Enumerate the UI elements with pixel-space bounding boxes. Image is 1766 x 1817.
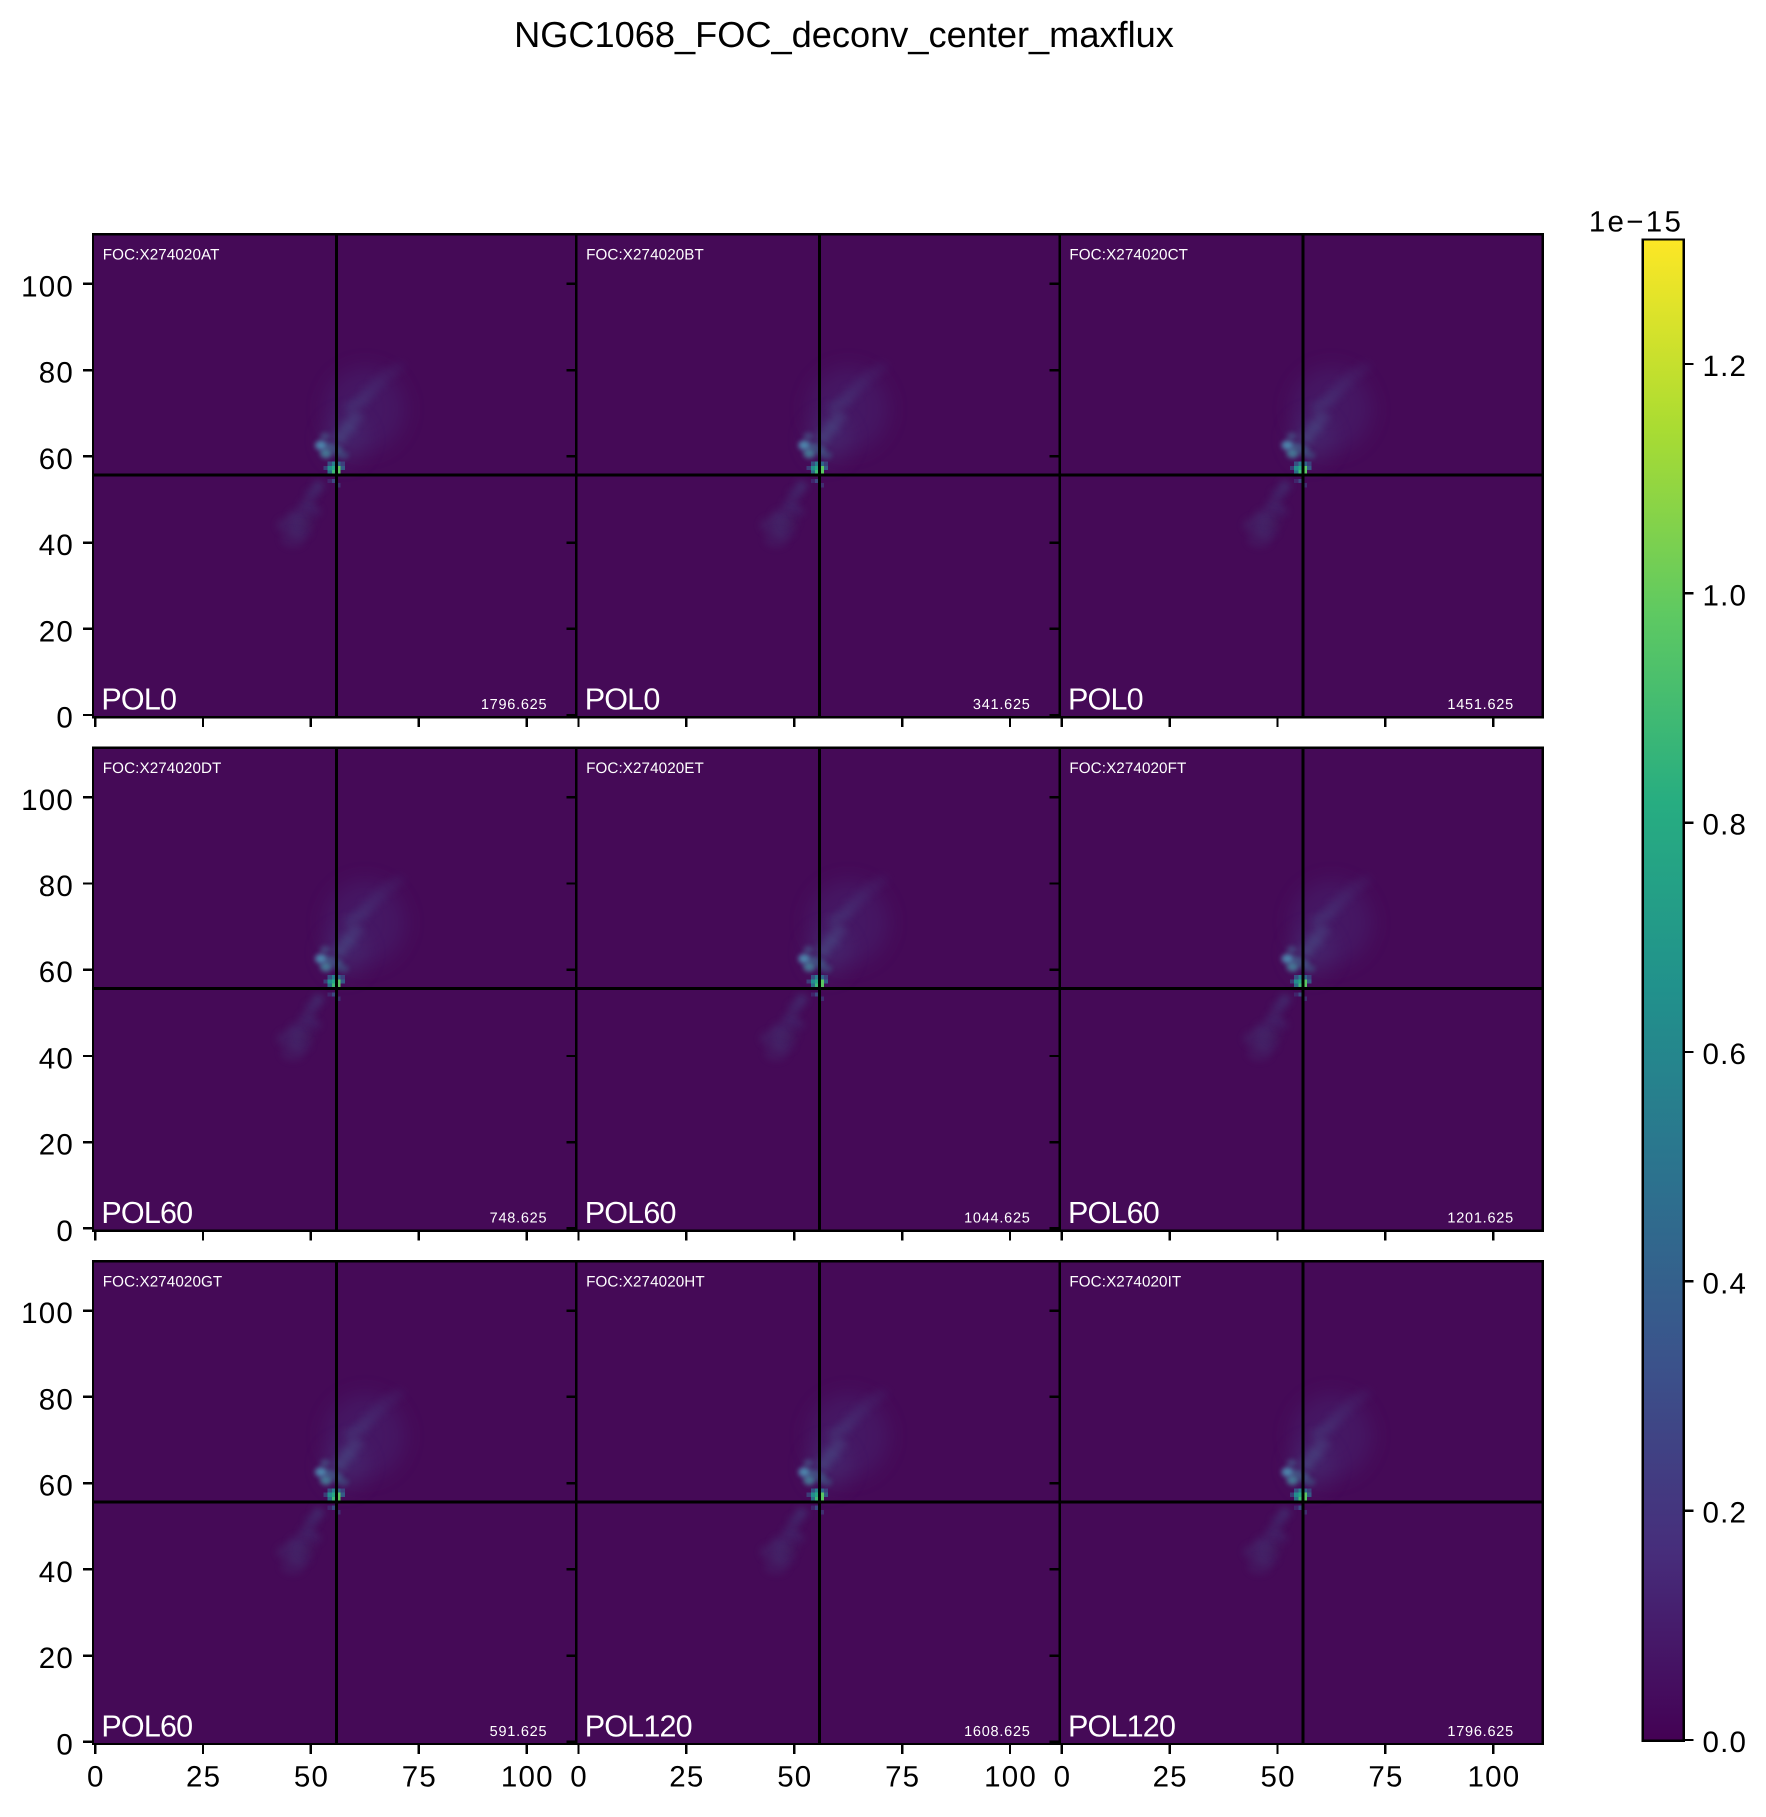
- svg-text:0.2: 0.2: [1703, 1497, 1748, 1530]
- svg-text:80: 80: [39, 1383, 74, 1416]
- svg-text:0: 0: [1054, 1760, 1072, 1793]
- svg-text:75: 75: [402, 1760, 437, 1793]
- svg-text:0: 0: [87, 1760, 105, 1793]
- svg-text:FOC:X274020BT: FOC:X274020BT: [586, 247, 704, 264]
- svg-text:75: 75: [1368, 1760, 1403, 1793]
- svg-text:100: 100: [21, 1297, 74, 1330]
- svg-text:25: 25: [669, 1760, 704, 1793]
- svg-text:POL60: POL60: [585, 1196, 676, 1230]
- svg-text:POL60: POL60: [101, 1196, 192, 1230]
- svg-text:POL120: POL120: [585, 1709, 692, 1743]
- svg-text:0: 0: [56, 1215, 74, 1248]
- svg-text:40: 40: [39, 1556, 74, 1589]
- svg-text:POL120: POL120: [1068, 1709, 1175, 1743]
- svg-text:POL60: POL60: [1068, 1196, 1159, 1230]
- svg-text:50: 50: [777, 1760, 812, 1793]
- svg-text:1e−15: 1e−15: [1589, 206, 1683, 239]
- svg-text:40: 40: [39, 529, 74, 562]
- svg-text:748.625: 748.625: [490, 1211, 548, 1227]
- svg-text:60: 60: [39, 956, 74, 989]
- svg-text:1044.625: 1044.625: [964, 1211, 1030, 1227]
- svg-text:0.6: 0.6: [1703, 1038, 1748, 1071]
- svg-text:20: 20: [39, 1642, 74, 1675]
- svg-text:FOC:X274020GT: FOC:X274020GT: [103, 1273, 222, 1290]
- svg-text:0.4: 0.4: [1703, 1267, 1748, 1300]
- svg-text:20: 20: [39, 1129, 74, 1162]
- svg-text:0: 0: [56, 1728, 74, 1761]
- svg-text:1451.625: 1451.625: [1447, 697, 1513, 713]
- svg-text:POL0: POL0: [101, 683, 176, 717]
- svg-text:1796.625: 1796.625: [481, 697, 547, 713]
- svg-text:80: 80: [39, 357, 74, 390]
- svg-text:1.2: 1.2: [1703, 350, 1748, 383]
- svg-text:25: 25: [186, 1760, 221, 1793]
- svg-text:FOC:X274020HT: FOC:X274020HT: [586, 1273, 705, 1290]
- svg-text:FOC:X274020IT: FOC:X274020IT: [1069, 1273, 1181, 1290]
- svg-text:POL60: POL60: [101, 1709, 192, 1743]
- svg-text:1796.625: 1796.625: [1447, 1724, 1513, 1740]
- svg-text:591.625: 591.625: [490, 1724, 548, 1740]
- svg-text:FOC:X274020ET: FOC:X274020ET: [586, 760, 704, 777]
- svg-text:NGC1068_FOC_deconv_center_maxf: NGC1068_FOC_deconv_center_maxflux: [514, 14, 1174, 55]
- svg-text:POL0: POL0: [1068, 683, 1143, 717]
- svg-text:25: 25: [1153, 1760, 1188, 1793]
- svg-text:75: 75: [885, 1760, 920, 1793]
- svg-text:100: 100: [984, 1760, 1037, 1793]
- svg-text:40: 40: [39, 1043, 74, 1076]
- svg-text:0: 0: [570, 1760, 588, 1793]
- svg-text:50: 50: [294, 1760, 329, 1793]
- svg-text:341.625: 341.625: [973, 697, 1031, 713]
- svg-text:FOC:X274020CT: FOC:X274020CT: [1069, 247, 1188, 264]
- svg-text:20: 20: [39, 615, 74, 648]
- svg-text:0: 0: [56, 702, 74, 735]
- svg-text:FOC:X274020AT: FOC:X274020AT: [103, 247, 220, 264]
- svg-text:60: 60: [39, 443, 74, 476]
- svg-text:50: 50: [1260, 1760, 1295, 1793]
- svg-text:100: 100: [1467, 1760, 1520, 1793]
- svg-text:FOC:X274020DT: FOC:X274020DT: [103, 760, 222, 777]
- svg-text:100: 100: [501, 1760, 554, 1793]
- svg-text:POL0: POL0: [585, 683, 660, 717]
- svg-text:1201.625: 1201.625: [1447, 1211, 1513, 1227]
- svg-text:FOC:X274020FT: FOC:X274020FT: [1069, 760, 1186, 777]
- svg-text:0.8: 0.8: [1703, 809, 1748, 842]
- svg-text:0.0: 0.0: [1703, 1726, 1748, 1759]
- svg-text:1.0: 1.0: [1703, 579, 1748, 612]
- svg-text:100: 100: [21, 784, 74, 817]
- svg-text:80: 80: [39, 870, 74, 903]
- svg-text:1608.625: 1608.625: [964, 1724, 1030, 1740]
- svg-text:60: 60: [39, 1470, 74, 1503]
- svg-text:100: 100: [21, 270, 74, 303]
